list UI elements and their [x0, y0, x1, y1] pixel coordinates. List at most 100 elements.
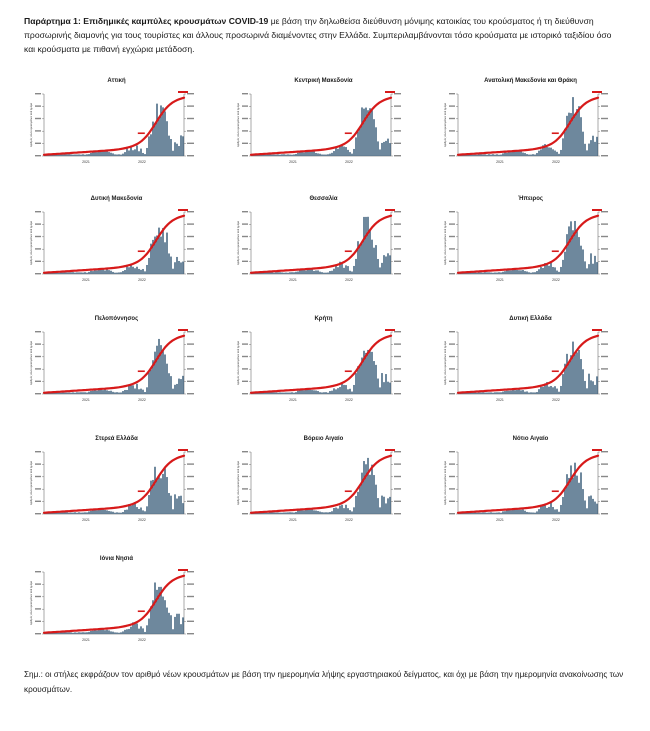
bar [349, 388, 351, 394]
bar [267, 392, 269, 394]
bar [66, 632, 68, 634]
y2-tick-label [187, 571, 194, 573]
y2-tick-label [187, 393, 194, 395]
bar [554, 150, 556, 156]
bar [540, 506, 542, 514]
y2-tick-label [601, 393, 608, 395]
x-tick-label: 2021 [289, 518, 297, 522]
bar [351, 271, 353, 274]
bar [385, 503, 387, 514]
bar [347, 508, 349, 514]
bar [315, 270, 317, 274]
bar [568, 112, 570, 156]
bar [383, 141, 385, 156]
bar [323, 512, 325, 514]
bar [371, 108, 373, 156]
bar [92, 152, 94, 156]
bar [317, 270, 319, 274]
bar [369, 108, 371, 156]
bar [586, 150, 588, 156]
bar [508, 270, 510, 274]
bar [56, 392, 58, 394]
bar [60, 632, 62, 634]
bar [176, 383, 178, 394]
bar [472, 272, 474, 274]
y-tick-label [449, 223, 455, 225]
panel-chart: 2021 2022 Αριθμός νέων κρουσμάτων ανά ημέρ… [236, 329, 401, 402]
bar [548, 147, 550, 156]
y-tick-label [35, 368, 41, 370]
bar [339, 505, 341, 514]
bar [128, 267, 130, 274]
bar [307, 268, 309, 274]
y-tick-label [449, 488, 455, 490]
bar [114, 512, 116, 514]
wave-label [137, 132, 145, 135]
bar [552, 507, 554, 514]
wave-label [551, 490, 559, 493]
bar [482, 154, 484, 156]
bar [365, 464, 367, 514]
bar [172, 150, 174, 156]
bar [138, 628, 140, 634]
panel-chart: 2021 2022 Αριθμός νέων κρουσμάτων ανά ημέρ… [236, 91, 401, 164]
y-tick-label [449, 130, 455, 132]
bar [265, 154, 267, 156]
bar [289, 272, 291, 274]
bar [578, 349, 580, 394]
bar [307, 151, 309, 156]
bar [353, 265, 355, 274]
bar [146, 506, 148, 514]
bar [152, 239, 154, 274]
bar [74, 392, 76, 394]
bar [118, 154, 120, 156]
bar [144, 511, 146, 514]
y2-tick-label [187, 355, 194, 358]
bar [303, 510, 305, 514]
bar [158, 227, 160, 274]
bar [596, 376, 598, 394]
bar [492, 512, 494, 514]
bar [271, 392, 273, 394]
bar [70, 392, 72, 394]
x-tick-label: 2022 [552, 160, 560, 164]
bar [502, 271, 504, 274]
bar [582, 249, 584, 274]
bar [108, 510, 110, 514]
bar [124, 270, 126, 274]
bar [94, 270, 96, 274]
bar [474, 272, 476, 274]
bar [496, 154, 498, 156]
bar [498, 512, 500, 514]
bar [510, 390, 512, 394]
bar [474, 154, 476, 156]
bar [532, 392, 534, 394]
y2-tick-label [187, 633, 194, 635]
y-tick-label [242, 248, 248, 250]
y-tick-label [449, 117, 455, 120]
bar [64, 392, 66, 394]
bar [347, 149, 349, 156]
y-tick-label [35, 393, 41, 395]
bar [156, 345, 158, 394]
y-tick-label [449, 105, 455, 107]
bar [122, 153, 124, 156]
bar [542, 145, 544, 156]
bar [588, 373, 590, 394]
y-tick-label [449, 380, 455, 382]
y-tick-label [242, 93, 248, 95]
y2-tick-label [187, 620, 194, 622]
bar [596, 262, 598, 274]
bar [90, 270, 92, 274]
bar [528, 154, 530, 156]
bar [385, 256, 387, 274]
bar [106, 629, 108, 634]
y-tick-label [35, 571, 41, 573]
bar [592, 263, 594, 274]
bar [271, 272, 273, 274]
bar [160, 345, 162, 394]
bar [313, 270, 315, 274]
bar [542, 386, 544, 394]
bar [68, 632, 70, 634]
bar [80, 272, 82, 274]
